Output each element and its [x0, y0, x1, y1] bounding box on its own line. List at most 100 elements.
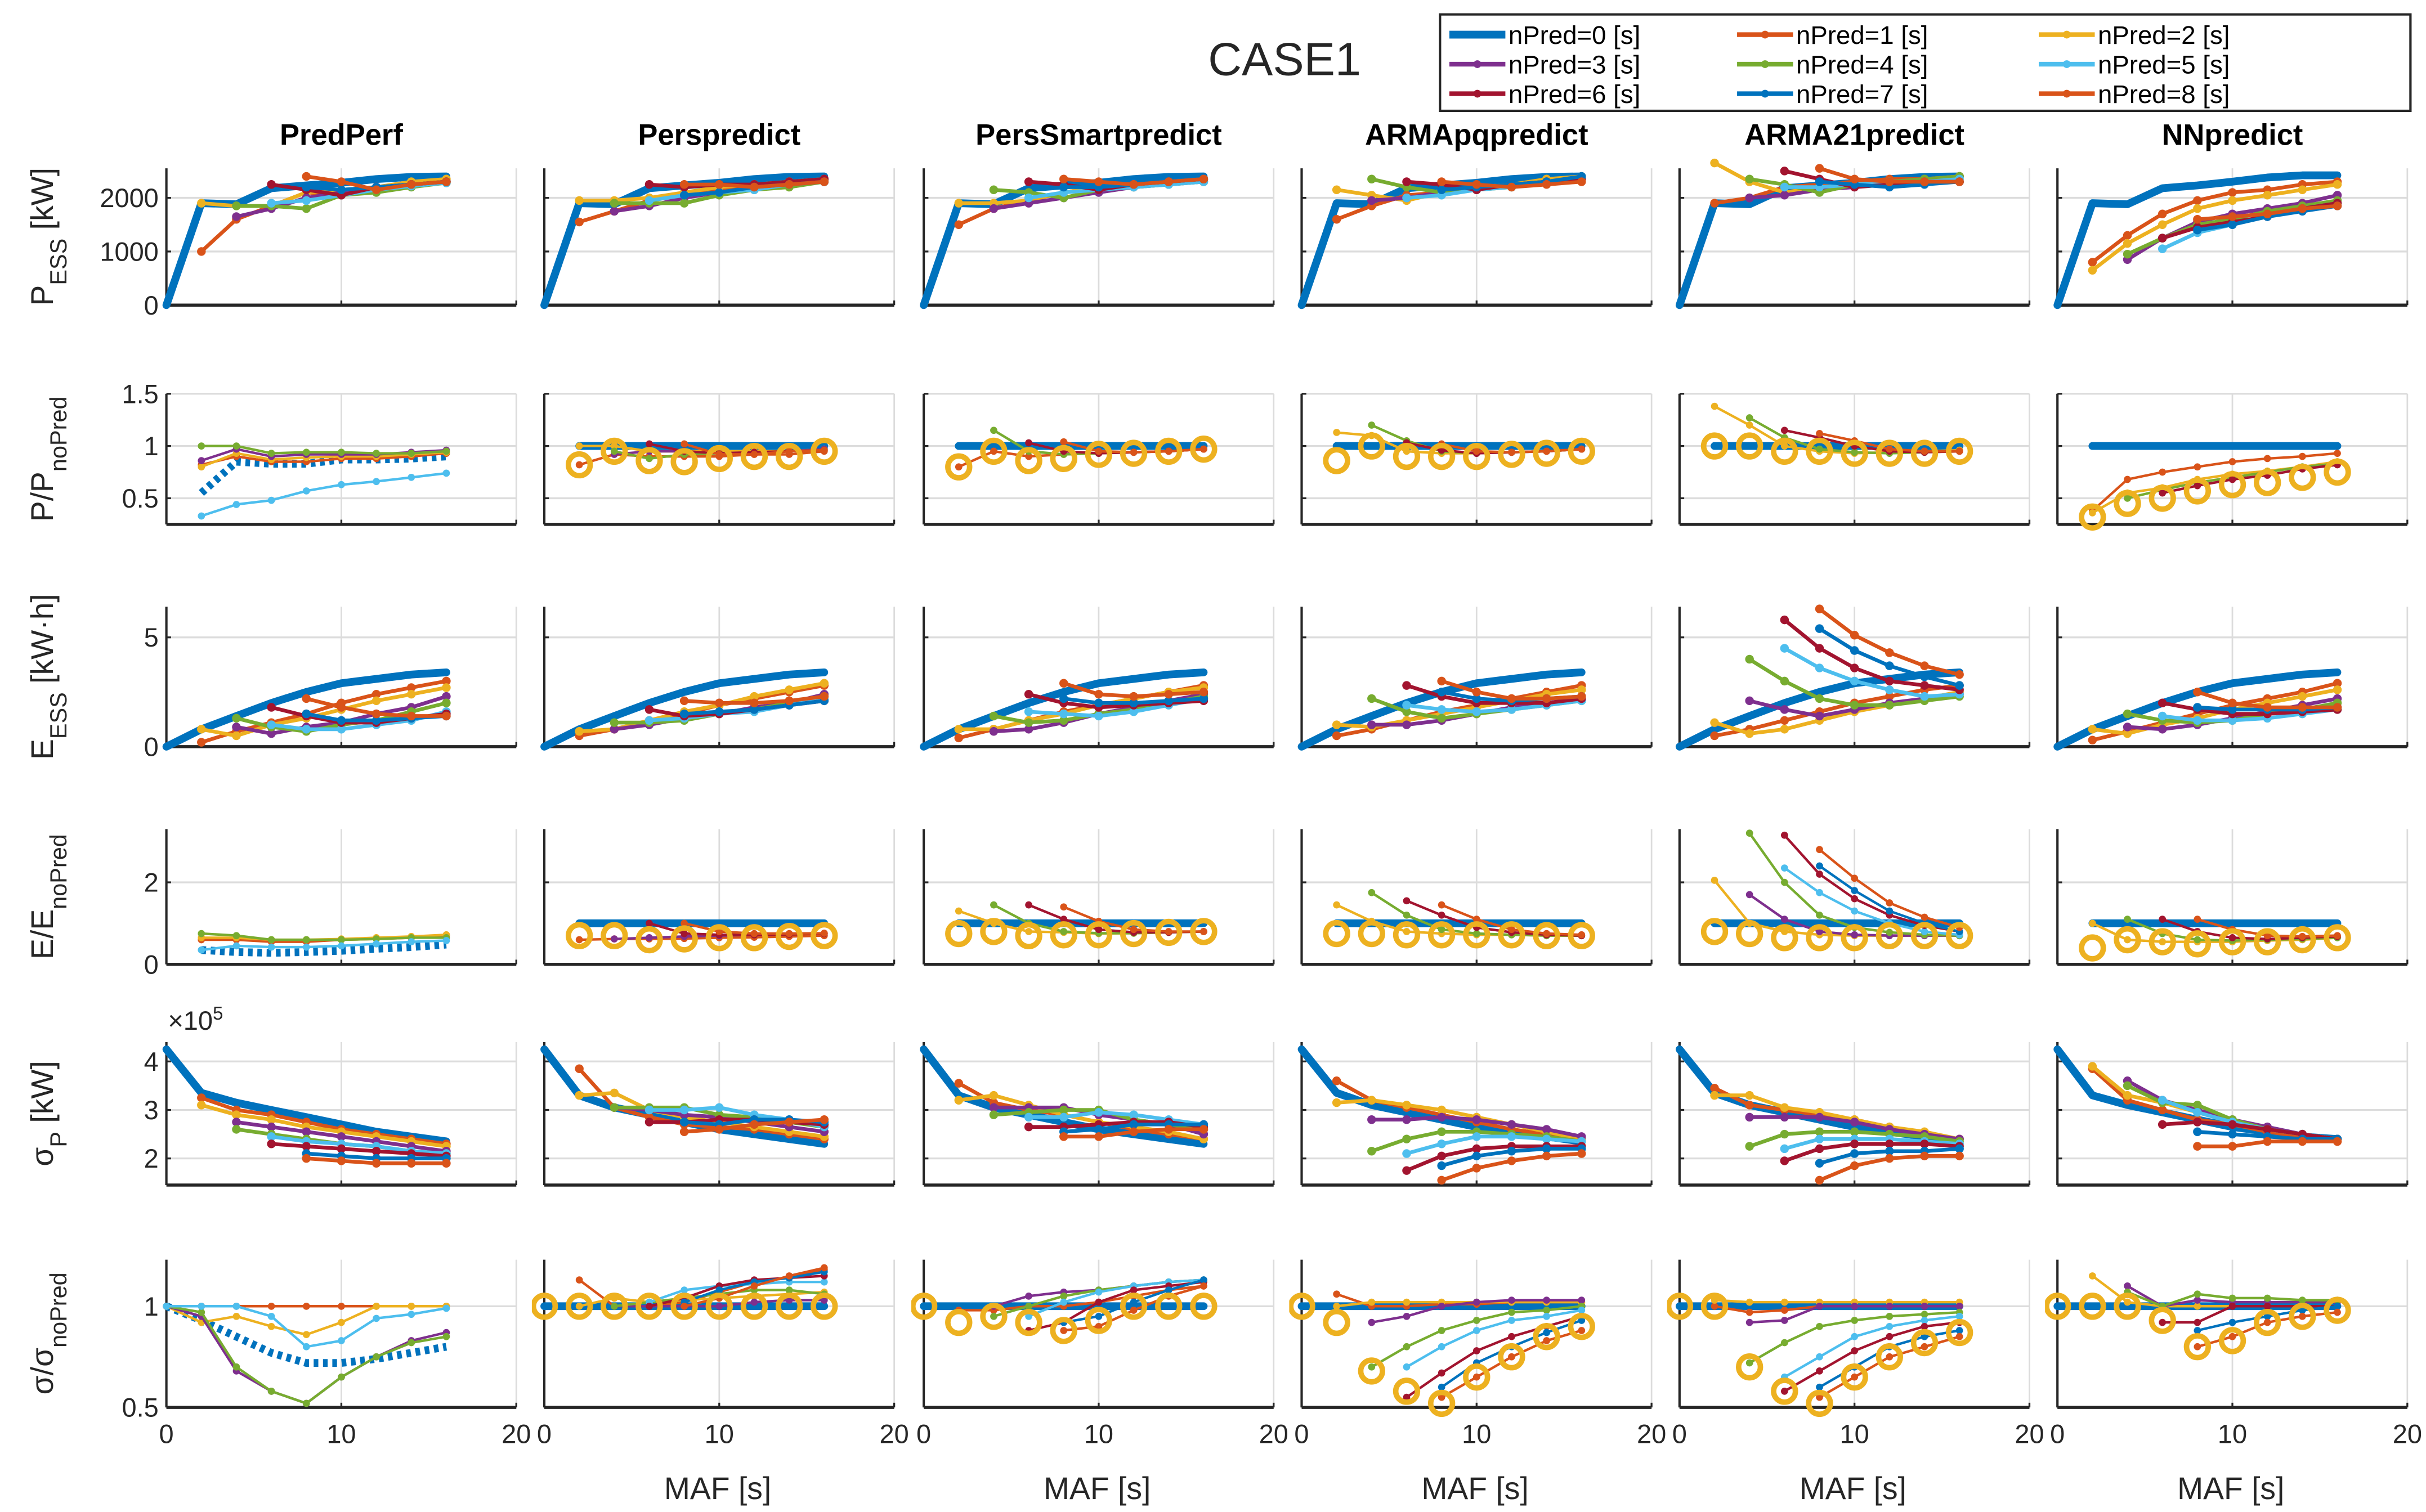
data-point-npred-3	[1780, 705, 1789, 714]
data-point-npred-2	[2089, 509, 2096, 517]
panel-PersSmartpredict-row4	[923, 829, 1275, 966]
data-point-npred-8	[1886, 899, 1894, 907]
legend-label-npred-8: nPred=8 [s]	[2098, 80, 2230, 109]
data-point-npred-3	[2158, 725, 2167, 734]
panel-ARMApqpredict-row6: 0 10 20	[1289, 1259, 1666, 1449]
data-point-npred-3	[1851, 1302, 1859, 1310]
data-point-npred-3	[1815, 711, 1824, 721]
data-point-npred-6	[2194, 482, 2201, 490]
plot-area	[565, 437, 838, 479]
plot-area	[2053, 171, 2342, 309]
data-point-npred-8	[1199, 688, 1208, 697]
data-point-npred-8	[2333, 201, 2342, 210]
data-point-npred-6	[2159, 489, 2167, 497]
data-point-npred-8	[442, 711, 451, 721]
data-point-npred-8	[750, 930, 758, 937]
x-axis-label: MAF [s]	[1044, 1471, 1151, 1506]
best-marker-circle	[1700, 432, 1729, 460]
data-point-npred-3	[1745, 193, 1754, 203]
data-point-npred-6	[646, 440, 653, 448]
data-point-npred-8	[750, 1282, 758, 1290]
best-marker-circle	[1463, 921, 1490, 949]
best-marker-circle	[1498, 921, 1525, 949]
best-marker-circle	[531, 1293, 558, 1320]
data-point-npred-2	[267, 1322, 275, 1330]
data-point-npred-7	[2194, 1327, 2201, 1334]
best-marker-circle	[1358, 432, 1385, 460]
data-point-npred-8	[1199, 1125, 1208, 1134]
data-point-npred-3	[1921, 1302, 1928, 1310]
best-marker-circle	[2254, 469, 2281, 496]
data-point-npred-8	[442, 177, 451, 186]
y-axis-label: σ/σnoPred	[25, 1272, 71, 1394]
x-tick-label: 10	[705, 1419, 734, 1449]
best-marker-circle	[1700, 918, 1729, 945]
data-point-npred-2	[989, 1091, 999, 1100]
data-point-npred-3	[989, 204, 999, 213]
data-point-npred-4	[1921, 1311, 1928, 1318]
data-point-npred-2	[955, 907, 963, 915]
best-marker-circle	[2114, 1293, 2141, 1320]
series-line-npred-1	[2091, 180, 2338, 264]
data-point-npred-3	[2123, 723, 2132, 732]
y-axis-label: σP [kW]	[25, 1061, 71, 1166]
data-point-npred-7	[337, 185, 346, 195]
data-point-npred-2	[338, 1318, 345, 1326]
best-marker-circle	[1568, 437, 1595, 465]
data-point-npred-8	[1060, 438, 1068, 446]
best-marker-circle	[1427, 1389, 1456, 1417]
data-point-npred-2	[1577, 685, 1586, 694]
data-point-npred-4	[2194, 1290, 2201, 1298]
data-point-npred-5	[1060, 1298, 1068, 1306]
data-point-npred-4	[610, 1302, 618, 1310]
series-line-npred-5	[1406, 1134, 1582, 1156]
data-point-npred-1	[1711, 1302, 1718, 1310]
series-line-npred-0	[162, 668, 450, 751]
data-point-npred-2	[197, 199, 206, 208]
data-point-npred-7	[1815, 177, 1824, 186]
data-point-npred-4	[1886, 928, 1894, 936]
data-point-npred-7	[1200, 1276, 1207, 1284]
series-line-npred-6	[1406, 683, 1582, 705]
data-point-npred-7	[371, 716, 381, 725]
data-point-npred-8	[2193, 214, 2202, 224]
data-point-npred-5	[1507, 705, 1516, 714]
data-point-npred-7	[1851, 887, 1859, 894]
y-label-subscript: noPred	[44, 834, 71, 909]
data-point-npred-7	[337, 716, 346, 725]
data-point-npred-1	[197, 1093, 206, 1102]
data-point-npred-3	[750, 1298, 758, 1306]
data-point-npred-5	[442, 1304, 450, 1312]
data-point-npred-6	[1403, 897, 1411, 905]
data-point-npred-2	[1711, 877, 1718, 884]
data-point-npred-8	[1437, 177, 1446, 186]
x-axis-label: MAF [s]	[1800, 1471, 1906, 1506]
best-marker-circle	[1120, 919, 1148, 948]
data-point-npred-8	[715, 180, 724, 189]
data-point-npred-3	[1745, 1318, 1753, 1326]
data-point-npred-4	[198, 1308, 205, 1316]
data-point-npred-5	[1472, 1132, 1481, 1141]
data-point-npred-4	[232, 1363, 240, 1371]
data-point-npred-3	[1780, 1112, 1789, 1122]
data-point-npred-4	[1780, 676, 1789, 686]
series-line-npred-1	[200, 1096, 447, 1146]
data-point-npred-4	[2123, 1081, 2132, 1091]
best-marker-circle	[1876, 439, 1904, 467]
data-point-npred-4	[1368, 889, 1376, 896]
data-point-npred-6	[2159, 1318, 2167, 1326]
best-marker-circle	[2218, 928, 2246, 955]
best-marker-circle	[1876, 922, 1904, 949]
best-marker-circle	[2289, 926, 2316, 954]
data-point-npred-4	[989, 185, 999, 195]
data-point-npred-4	[373, 935, 380, 943]
panel-ARMApqpredict-row5	[1297, 1042, 1653, 1187]
data-point-npred-2	[302, 1331, 310, 1339]
data-point-npred-2	[1780, 1298, 1788, 1306]
best-marker-circle	[1533, 439, 1560, 467]
series-line-npred-6	[1028, 692, 1204, 710]
data-point-npred-6	[1780, 831, 1788, 839]
best-marker-circle	[1945, 437, 1973, 465]
data-point-npred-2	[1367, 1096, 1376, 1105]
y-label-unit: [kW]	[25, 168, 60, 239]
